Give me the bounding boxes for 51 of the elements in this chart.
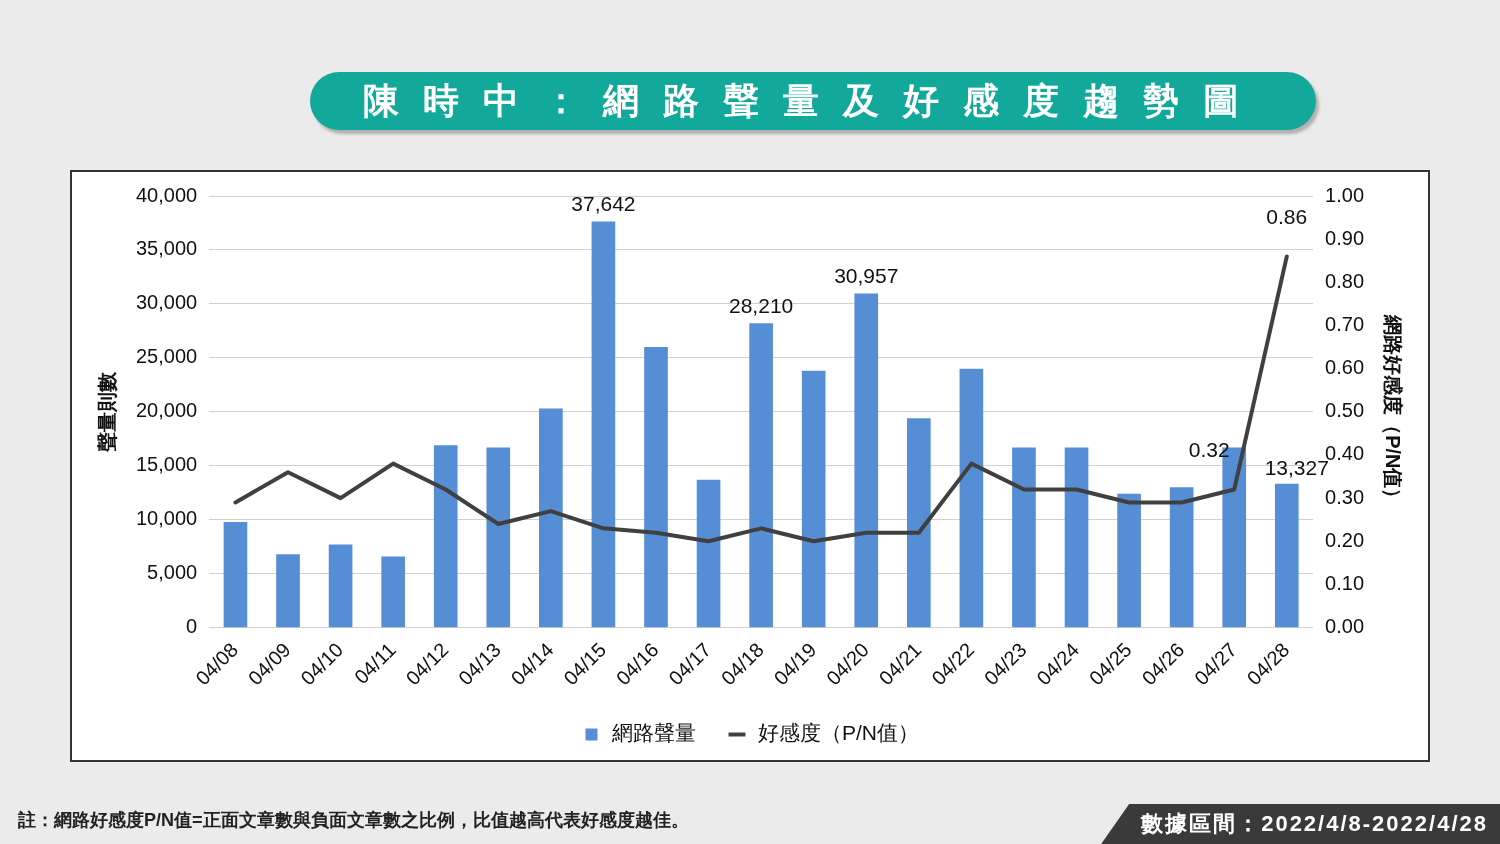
y2-tick-label: 0.60 [1325, 356, 1365, 379]
bar [644, 347, 668, 628]
bar [696, 479, 721, 628]
y-tick-label: 15,000 [136, 453, 198, 476]
bar [539, 408, 563, 628]
bar [854, 293, 879, 628]
y2-tick-label: 0.20 [1325, 528, 1365, 551]
y2-tick-label: 0.50 [1325, 399, 1365, 422]
y2-tick-label: 0.10 [1325, 571, 1365, 594]
bar [223, 521, 248, 628]
data-label: 37,642 [571, 191, 636, 215]
chart-title: 陳時中：網路聲量及好感度趨勢圖 [310, 72, 1316, 130]
y-axis-title: 聲量則數 [95, 370, 118, 453]
data-label: 0.86 [1266, 204, 1308, 228]
bar [749, 323, 773, 628]
bar [907, 418, 931, 628]
legend-label: 好感度（P/N值） [758, 721, 920, 745]
bar [1274, 483, 1299, 628]
text: 註：網路好感度P/N值=正面文章數與負面文章數之比例，比值越高代表好感度越佳。 [18, 809, 689, 832]
data-label: 0.32 [1188, 437, 1230, 461]
bar [328, 544, 353, 628]
text: 數據區間：2022/4/8-2022/4/28 [1101, 804, 1500, 844]
y-tick-label: 30,000 [136, 291, 198, 314]
y-tick-label: 5,000 [147, 561, 198, 584]
y-tick-label: 25,000 [136, 345, 198, 368]
bar [433, 445, 458, 628]
y-tick-label: 10,000 [136, 507, 198, 530]
bar [959, 368, 984, 628]
y2-tick-label: 0.70 [1325, 313, 1365, 336]
y2-tick-label: 1.00 [1325, 183, 1365, 206]
y2-axis-title: 網路好感度（P/N值） [1382, 314, 1405, 509]
bar [801, 370, 826, 628]
legend-label: 網路聲量 [611, 721, 697, 745]
bar [381, 556, 405, 628]
bar [486, 447, 511, 628]
y2-tick-label: 0.00 [1325, 615, 1365, 638]
bar [1169, 487, 1194, 628]
y2-tick-label: 0.90 [1325, 226, 1365, 249]
y-tick-label: 35,000 [136, 237, 198, 260]
data-label: 30,957 [834, 263, 899, 287]
bar [1012, 447, 1036, 628]
bar [276, 554, 300, 628]
y-tick-label: 0 [186, 615, 198, 638]
y-tick-label: 20,000 [136, 399, 198, 422]
bar [591, 221, 616, 628]
data-label: 28,210 [729, 293, 794, 317]
y-tick-label: 40,000 [136, 183, 198, 206]
bar [1117, 493, 1141, 628]
y2-tick-label: 0.80 [1325, 269, 1365, 292]
bar [1064, 447, 1089, 628]
y2-tick-label: 0.30 [1325, 485, 1365, 508]
